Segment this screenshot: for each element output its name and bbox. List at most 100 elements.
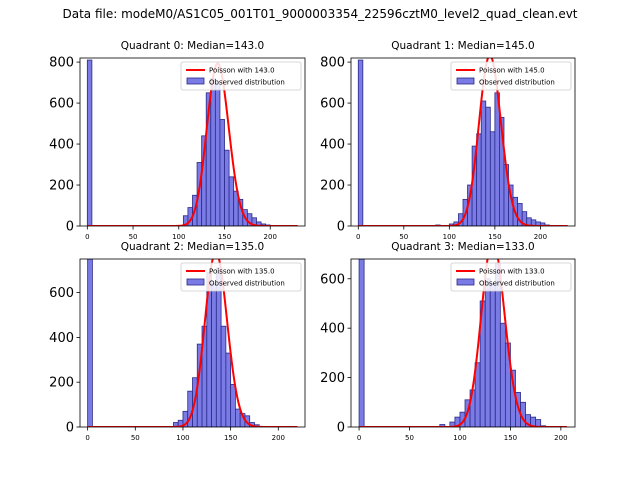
quadrant-2-legend-box <box>180 262 302 292</box>
figure-title: Data file: modeM0/AS1C05_001T01_90000033… <box>62 7 578 21</box>
quadrant-0-legend-bar-label: Observed distribution <box>209 79 285 87</box>
quadrant-0-panel: 0 50 100 150 200 0 200 400 600 800 Quadrant 0: Med… <box>49 40 306 241</box>
quadrant-2-xtick-label-0: 0 <box>85 434 89 442</box>
quadrant-0-legend: Poisson with 143.0 Observed distribution <box>180 61 302 91</box>
quadrant-0-ytick-label-200: 200 <box>49 179 74 194</box>
quadrant-3-ytick-label-200: 200 <box>320 371 345 386</box>
quadrant-0-bar-135 <box>210 78 216 226</box>
quadrant-2-bar-155 <box>235 408 241 427</box>
quadrant-1-bar-140 <box>485 106 491 226</box>
quadrant-2-bar-140 <box>220 325 227 427</box>
quadrant-1-xtick-label-0: 0 <box>356 233 360 241</box>
quadrant-2-plot-area <box>87 259 298 427</box>
quadrant-3-xtick-label-100: 100 <box>453 434 466 442</box>
quadrant-2-xtick-label-150: 150 <box>224 434 237 442</box>
quadrant-1-legend-bar-label: Observed distribution <box>479 79 555 87</box>
quadrant-3-legend-bar-swatch <box>456 278 475 286</box>
quadrant-2-panel: 0 50 100 150 200 0 200 400 600 Quadrant 2: Median… <box>49 241 306 442</box>
quadrant-0-title: Quadrant 0: Median=143.0 <box>121 40 264 52</box>
quadrant-2-bar-145 <box>225 352 232 427</box>
quadrant-2-axes-frame <box>79 258 306 428</box>
quadrant-1-xtick-label-200: 200 <box>534 233 547 241</box>
quadrant-0-xtick-label-150: 150 <box>218 233 231 241</box>
quadrant-3-xtick-label-200: 200 <box>554 434 567 442</box>
quadrant-2-ytick-label-600: 600 <box>49 286 74 301</box>
quadrant-2-ytick-label-200: 200 <box>49 376 74 391</box>
quadrant-2-ytick-label-400: 400 <box>49 331 74 346</box>
quadrant-3-ytick-label-0: 0 <box>337 421 345 436</box>
quadrant-2-xtick-label-100: 100 <box>176 434 189 442</box>
quadrant-3-ytick-label-400: 400 <box>320 322 345 337</box>
quadrant-0-xtick-label-100: 100 <box>172 233 185 241</box>
quadrant-3-ytick-label-600: 600 <box>320 272 345 287</box>
quadrant-2-legend-curve-label: Poisson with 135.0 <box>209 268 275 276</box>
quadrant-1-panel: 0 50 100 150 200 0 200 400 600 800 Quadrant 1: Med… <box>320 40 576 241</box>
quadrant-3-bar-125 <box>484 278 491 427</box>
quadrant-1-xtick-label-100: 100 <box>443 233 456 241</box>
quadrant-2-xtick-label-50: 50 <box>131 434 140 442</box>
quadrant-2-legend-bar-label: Observed distribution <box>209 280 285 288</box>
quadrant-0-legend-box <box>180 61 302 91</box>
quadrant-0-ytick-label-800: 800 <box>49 56 74 71</box>
quadrant-0-bar-0 <box>86 59 93 226</box>
quadrant-0-legend-curve-label: Poisson with 143.0 <box>209 67 275 75</box>
quadrant-3-xtick-label-0: 0 <box>357 434 361 442</box>
quadrant-3-bar-130 <box>489 283 496 427</box>
quadrant-3-legend-curve-label: Poisson with 133.0 <box>479 268 545 276</box>
quadrant-3-xtick-label-50: 50 <box>405 434 414 442</box>
quadrant-0-bar-140 <box>214 82 221 226</box>
quadrant-0-bar-150 <box>224 149 230 226</box>
quadrant-1-title: Quadrant 1: Median=145.0 <box>391 40 534 52</box>
quadrant-3-xtick-label-150: 150 <box>504 434 517 442</box>
quadrant-1-xtick-label-50: 50 <box>399 233 408 241</box>
quadrant-1-ytick-label-200: 200 <box>320 179 345 194</box>
quadrant-1-axes-frame <box>350 57 576 227</box>
quadrant-2-xtick-label-200: 200 <box>272 434 285 442</box>
quadrant-1-legend-bar-swatch <box>456 77 475 85</box>
quadrant-2-title: Quadrant 2: Median=135.0 <box>121 241 264 253</box>
quadrant-1-xtick-label-150: 150 <box>488 233 501 241</box>
quadrant-1-ytick-label-600: 600 <box>320 97 345 112</box>
quadrant-0-ytick-label-400: 400 <box>49 138 74 153</box>
quadrant-3-axes-frame <box>350 258 576 428</box>
quadrant-3-panel: 0 50 100 150 200 0 200 400 600 Quadrant 3: Median… <box>320 241 576 442</box>
quadrant-0-axes-frame <box>79 57 306 227</box>
quadrant-1-bar-200 <box>539 222 546 226</box>
quadrant-0-xtick-label-50: 50 <box>129 233 138 241</box>
quadrant-3-plot-area <box>358 259 567 427</box>
quadrant-2-bar-135 <box>215 267 222 427</box>
quadrant-1-ytick-label-800: 800 <box>320 56 345 71</box>
quadrant-1-bar-145 <box>489 131 496 226</box>
quadrant-0-xtick-label-200: 200 <box>264 233 277 241</box>
quadrant-2-bar-0 <box>87 259 93 427</box>
quadrant-0-bar-145 <box>219 119 225 226</box>
quadrant-1-bar-135 <box>480 100 487 226</box>
quadrant-1-ytick-label-400: 400 <box>320 138 345 153</box>
quadrant-3-bar-140 <box>499 322 506 427</box>
quadrant-1-legend-box <box>450 61 572 91</box>
quadrant-2-ytick-label-0: 0 <box>66 421 74 436</box>
quadrant-0-ytick-label-0: 0 <box>66 220 74 235</box>
quadrant-3-legend: Poisson with 133.0 Observed distribution <box>450 262 572 292</box>
quadrant-2-bar-130 <box>211 283 217 427</box>
quadrant-3-legend-box <box>450 262 572 292</box>
quadrant-2-legend: Poisson with 135.0 Observed distribution <box>180 262 302 292</box>
quadrant-0-ytick-label-600: 600 <box>49 97 74 112</box>
quadrant-3-bar-80 <box>439 424 446 427</box>
quadrant-0-legend-bar-swatch <box>186 77 205 85</box>
quadrant-3-legend-bar-label: Observed distribution <box>479 280 555 288</box>
quadrant-3-bar-0 <box>358 259 365 427</box>
quadrant-0-xtick-label-0: 0 <box>85 233 89 241</box>
quadrant-0-bar-155 <box>228 176 235 226</box>
quadrant-3-title: Quadrant 3: Median=133.0 <box>391 241 534 253</box>
quadrant-2-bar-150 <box>230 384 236 427</box>
quadrant-1-bar-0 <box>357 59 364 226</box>
quadrant-1-ytick-label-0: 0 <box>337 220 345 235</box>
quadrant-0-plot-area <box>86 59 298 226</box>
quadrant-2-legend-bar-swatch <box>186 278 205 286</box>
quadrant-1-legend-curve-label: Poisson with 145.0 <box>479 67 545 75</box>
quadrant-3-poisson-curve <box>359 259 567 427</box>
quadrant-1-legend: Poisson with 145.0 Observed distribution <box>450 61 572 91</box>
quadrant-1-bar-150 <box>494 92 500 226</box>
